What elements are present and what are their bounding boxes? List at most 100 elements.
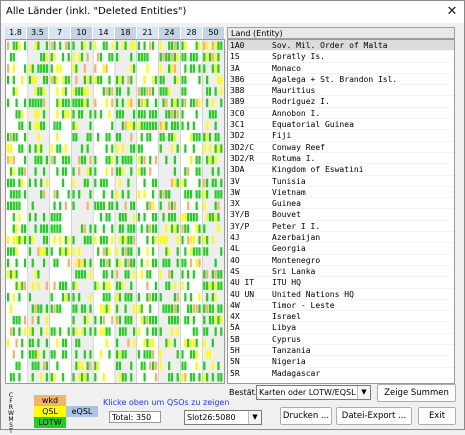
band-header-28[interactable]: 28 bbox=[181, 27, 203, 39]
entity-name: Azerbaijan bbox=[272, 233, 321, 243]
band-header-7[interactable]: 7 bbox=[49, 27, 71, 39]
list-item[interactable]: 4W Timor - Leste bbox=[228, 300, 454, 312]
entity-name: Georgia bbox=[272, 244, 306, 254]
list-scrollbar[interactable] bbox=[455, 27, 461, 384]
entity-name: ITU HQ bbox=[272, 278, 301, 288]
legend-letter: R bbox=[8, 404, 14, 411]
entity-prefix: 4U UN bbox=[230, 289, 255, 299]
entity-prefix: 3W bbox=[230, 187, 240, 197]
entity-list[interactable]: 1A0 Sov. Mil. Order of Malta 1S Spratly Is.… bbox=[227, 39, 455, 384]
band-header-1.8[interactable]: 1.8 bbox=[5, 27, 27, 39]
print-button[interactable]: Drucken ... bbox=[280, 407, 332, 425]
chevron-down-icon[interactable]: ▼ bbox=[248, 411, 261, 424]
list-item[interactable]: 3W Vietnam bbox=[228, 187, 454, 199]
list-item[interactable]: 3B6 Agalega + St. Brandon Isl. bbox=[228, 74, 454, 86]
chevron-down-icon[interactable]: ▼ bbox=[357, 386, 370, 399]
slot-select[interactable]: Slot26:5080 ▼ bbox=[184, 410, 262, 425]
list-item[interactable]: 1S Spratly Is. bbox=[228, 51, 454, 63]
legend-letter: M bbox=[8, 416, 14, 423]
legend-letter: F bbox=[9, 398, 13, 405]
list-item[interactable]: 4U IT ITU HQ bbox=[228, 277, 454, 289]
band-header-24[interactable]: 24 bbox=[159, 27, 181, 39]
list-item[interactable]: 5N Nigeria bbox=[228, 356, 454, 368]
status-grid[interactable] bbox=[5, 39, 225, 384]
entity-prefix: 3DA bbox=[230, 165, 245, 175]
export-button[interactable]: Datei-Export ... bbox=[336, 407, 412, 425]
entity-name: Tunisia bbox=[272, 176, 306, 186]
entity-name: Conway Reef bbox=[272, 142, 325, 152]
entity-prefix: 3V bbox=[230, 176, 240, 186]
list-item[interactable]: 4U UN United Nations HQ bbox=[228, 289, 454, 300]
legend-eqsl: eQSL bbox=[66, 406, 98, 417]
close-icon[interactable]: ✕ bbox=[446, 4, 458, 19]
entity-name: Monaco bbox=[272, 63, 301, 73]
entity-name: Fiji bbox=[272, 131, 292, 141]
band-header-21[interactable]: 21 bbox=[137, 27, 159, 39]
entity-name: Tanzania bbox=[272, 346, 311, 356]
entity-prefix: 3B8 bbox=[230, 86, 245, 96]
entity-name: Libya bbox=[272, 323, 297, 333]
list-item[interactable]: 5H Tanzania bbox=[228, 345, 454, 357]
list-header[interactable]: Land (Entity) bbox=[227, 27, 455, 39]
legend-qsl: QSL bbox=[34, 406, 66, 417]
show-sums-button[interactable]: Zeige Summen bbox=[377, 384, 456, 402]
list-item[interactable]: 3D2/R Rotuma I. bbox=[228, 153, 454, 165]
entity-name: Bouvet bbox=[272, 210, 301, 220]
list-item[interactable]: 1A0 Sov. Mil. Order of Malta bbox=[228, 40, 454, 52]
list-item[interactable]: 3B9 Rodriguez I. bbox=[228, 96, 454, 108]
list-item[interactable]: 3C1 Equatorial Guinea bbox=[228, 119, 454, 131]
list-item[interactable]: 3V Tunisia bbox=[228, 176, 454, 187]
entity-prefix: 3D2/R bbox=[230, 153, 255, 163]
band-header-14[interactable]: 14 bbox=[93, 27, 115, 39]
entity-prefix: 3Y/B bbox=[230, 210, 250, 220]
list-item[interactable]: 4J Azerbaijan bbox=[228, 232, 454, 244]
entity-prefix: 3C1 bbox=[230, 120, 245, 130]
band-header-10[interactable]: 10 bbox=[71, 27, 93, 39]
list-item[interactable]: 3D2/C Conway Reef bbox=[228, 142, 454, 153]
band-header: 1.8 3.5 7 10 14 18 21 24 28 50 bbox=[5, 27, 225, 39]
entity-prefix: 3Y/P bbox=[230, 221, 250, 231]
title-bar: Alle Länder (inkl. "Deleted Entities") ✕ bbox=[1, 1, 464, 23]
exit-button[interactable]: Exit bbox=[418, 407, 456, 425]
entity-prefix: 4S bbox=[230, 266, 240, 276]
legend-lotw: LOTW bbox=[34, 417, 66, 428]
list-item[interactable]: 4X Israel bbox=[228, 311, 454, 323]
list-item[interactable]: 4S Sri Lanka bbox=[228, 266, 454, 278]
entity-name: Equatorial Guinea bbox=[272, 120, 354, 130]
entity-prefix: 3D2/C bbox=[230, 142, 255, 152]
entity-name: Sov. Mil. Order of Malta bbox=[272, 41, 388, 50]
list-item[interactable]: 3Y/B Bouvet bbox=[228, 209, 454, 221]
confirm-select-value: Karten oder LOTW/EQSL bbox=[259, 388, 356, 397]
entity-prefix: 5R bbox=[230, 368, 240, 378]
list-item[interactable]: 5A Libya bbox=[228, 322, 454, 334]
entity-prefix: 4W bbox=[230, 300, 240, 310]
legend-letter: C bbox=[8, 392, 14, 399]
band-header-3.5[interactable]: 3.5 bbox=[27, 27, 49, 39]
entity-prefix: 3B6 bbox=[230, 74, 245, 84]
list-item[interactable]: 5R Madagascar bbox=[228, 368, 454, 379]
status-grid-cells[interactable] bbox=[6, 40, 224, 383]
list-item[interactable]: 3X Guinea bbox=[228, 198, 454, 210]
list-item[interactable]: 3A Monaco bbox=[228, 63, 454, 74]
entity-name: Montenegro bbox=[272, 255, 321, 265]
list-item[interactable]: 3D2 Fiji bbox=[228, 130, 454, 142]
entity-prefix: 4L bbox=[230, 244, 240, 254]
entity-prefix: 3D2 bbox=[230, 131, 245, 141]
list-item[interactable]: 3Y/P Peter I I. bbox=[228, 221, 454, 233]
list-item[interactable]: 5B Cyprus bbox=[228, 334, 454, 346]
band-header-50[interactable]: 50 bbox=[203, 27, 225, 39]
entity-prefix: 5B bbox=[230, 334, 240, 344]
legend-wkd: wkd bbox=[34, 395, 66, 406]
list-item[interactable]: 3B8 Mauritius bbox=[228, 85, 454, 97]
entity-prefix: 4O bbox=[230, 255, 240, 265]
slot-select-value: Slot26:5080 bbox=[187, 413, 236, 422]
list-item[interactable]: 4L Georgia bbox=[228, 243, 454, 255]
band-header-18[interactable]: 18 bbox=[115, 27, 137, 39]
list-item[interactable]: 3DA Kingdom of Eswatini bbox=[228, 164, 454, 176]
list-item[interactable]: 4O Montenegro bbox=[228, 255, 454, 266]
entity-prefix: 4X bbox=[230, 312, 240, 322]
list-item[interactable]: 3C0 Annobon I. bbox=[228, 108, 454, 120]
confirm-select[interactable]: Karten oder LOTW/EQSL ▼ bbox=[256, 385, 371, 400]
legend-letter: W bbox=[8, 410, 14, 417]
